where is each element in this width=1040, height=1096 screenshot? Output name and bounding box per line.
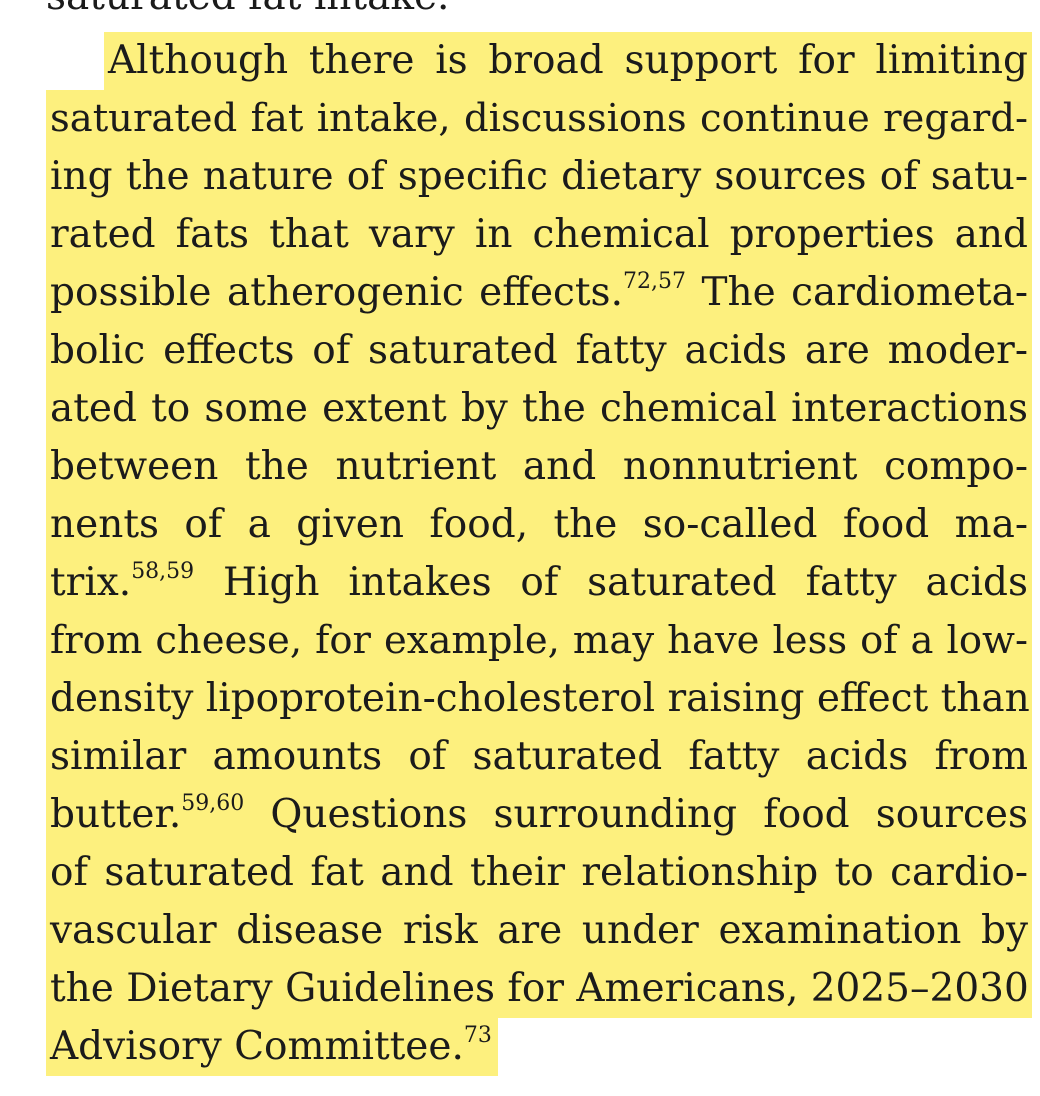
highlighted-line: ated to some extent by the chemical inte… bbox=[46, 380, 1032, 438]
highlighted-line: possible atherogenic effects.72,57 The c… bbox=[46, 264, 1032, 322]
highlighted-line: vascular disease risk are under examinat… bbox=[46, 902, 1032, 960]
citation-ref: 59,60 bbox=[181, 791, 245, 816]
line-text: possible atherogenic effects. bbox=[50, 270, 623, 315]
previous-paragraph-tail: saturated fat intake. bbox=[46, 0, 449, 19]
citation-ref: 58,59 bbox=[131, 559, 195, 584]
line-text: ing the nature of specific dietary sourc… bbox=[50, 154, 1028, 199]
line-text: butter. bbox=[50, 792, 182, 837]
line-text: ated to some extent by the chemical inte… bbox=[50, 386, 1028, 431]
highlighted-line: bolic effects of saturated fatty acids a… bbox=[46, 322, 1032, 380]
highlighted-line: butter.59,60 Questions surrounding food … bbox=[46, 786, 1032, 844]
highlighted-line: rated fats that vary in chemical propert… bbox=[46, 206, 1032, 264]
highlighted-line: density lipoprotein-cholesterol raising … bbox=[46, 670, 1032, 728]
line-text: trix. bbox=[50, 560, 132, 605]
highlighted-line: saturated fat intake, discussions contin… bbox=[46, 90, 1032, 148]
line-text: similar amounts of saturated fatty acids… bbox=[50, 734, 1028, 779]
highlighted-line: nents of a given food, the so-called foo… bbox=[46, 496, 1032, 554]
line-text: vascular disease risk are under examinat… bbox=[50, 908, 1028, 953]
highlighted-line: ing the nature of specific dietary sourc… bbox=[46, 148, 1032, 206]
line-text-continued: Questions surrounding food sources bbox=[244, 792, 1028, 837]
line-text-continued: The cardiometa- bbox=[685, 270, 1029, 315]
line-text: Advisory Committee. bbox=[50, 1024, 464, 1069]
highlighted-line: Advisory Committee.73 bbox=[46, 1018, 498, 1076]
citation-ref: 73 bbox=[463, 1023, 492, 1048]
line-text: saturated fat intake, discussions contin… bbox=[50, 96, 1028, 141]
line-text: of saturated fat and their relationship … bbox=[50, 850, 1028, 895]
line-text: density lipoprotein-cholesterol raising … bbox=[50, 676, 1030, 721]
highlighted-line: of saturated fat and their relationship … bbox=[46, 844, 1032, 902]
citation-ref: 72, bbox=[622, 269, 658, 294]
line-text: from cheese, for example, may have less … bbox=[50, 618, 1028, 663]
highlighted-line: Although there is broad support for limi… bbox=[104, 32, 1032, 90]
line-text: the Dietary Guidelines for Americans, 20… bbox=[50, 966, 1029, 1011]
highlighted-line: between the nutrient and nonnutrient com… bbox=[46, 438, 1032, 496]
highlighted-line: trix.58,59 High intakes of saturated fat… bbox=[46, 554, 1032, 612]
highlighted-line: from cheese, for example, may have less … bbox=[46, 612, 1032, 670]
line-text: Although there is broad support for limi… bbox=[108, 38, 1028, 83]
citation-ref: 57 bbox=[657, 269, 686, 294]
highlighted-line: the Dietary Guidelines for Americans, 20… bbox=[46, 960, 1032, 1018]
line-text: bolic effects of saturated fatty acids a… bbox=[50, 328, 1028, 373]
line-text-continued: High intakes of saturated fatty acids bbox=[194, 560, 1028, 605]
line-text: rated fats that vary in chemical propert… bbox=[50, 212, 1028, 257]
line-text: nents of a given food, the so-called foo… bbox=[50, 502, 1028, 547]
highlighted-line: similar amounts of saturated fatty acids… bbox=[46, 728, 1032, 786]
line-text: between the nutrient and nonnutrient com… bbox=[50, 444, 1028, 489]
